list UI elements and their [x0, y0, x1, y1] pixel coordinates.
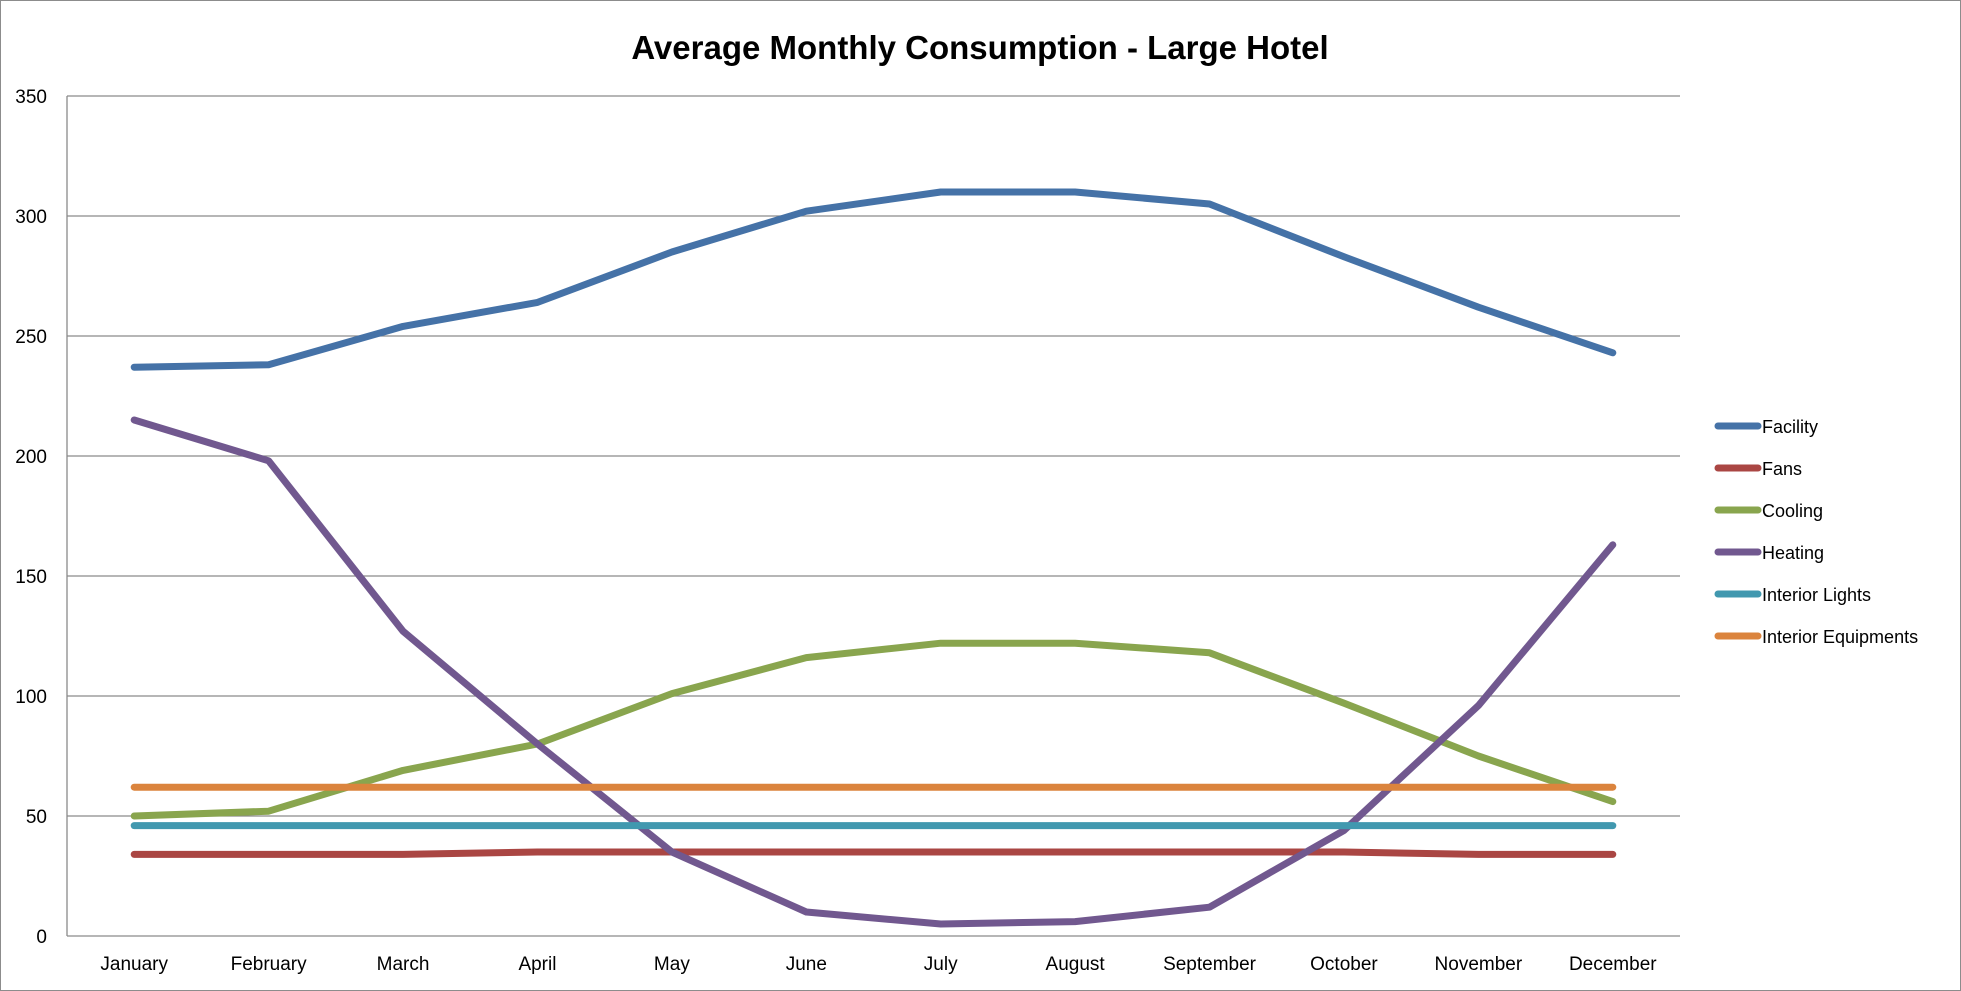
x-tick-label: December: [1569, 954, 1657, 975]
legend-label: Fans: [1762, 459, 1802, 479]
y-tick-label: 350: [15, 87, 47, 108]
legend-label: Heating: [1762, 543, 1824, 563]
y-tick-label: 200: [15, 447, 47, 468]
x-tick-label: October: [1310, 954, 1378, 975]
legend-label: Cooling: [1762, 501, 1823, 521]
x-tick-label: January: [100, 954, 168, 975]
y-tick-label: 250: [15, 327, 47, 348]
x-tick-label: July: [924, 954, 958, 975]
x-tick-label: November: [1435, 954, 1523, 975]
legend-label: Facility: [1762, 417, 1818, 437]
x-tick-label: February: [231, 954, 308, 975]
series-lines: [130, 188, 1617, 928]
x-tick-label: September: [1163, 954, 1257, 975]
x-tick-label: May: [654, 954, 690, 975]
series-line-facility: [130, 188, 1617, 371]
y-axis-ticks: 0 50 100 150 200 250 300 350: [15, 87, 47, 948]
x-tick-label: June: [786, 954, 827, 975]
y-tick-label: 300: [15, 207, 47, 228]
y-tick-label: 100: [15, 687, 47, 708]
y-tick-label: 50: [26, 807, 47, 828]
legend-label: Interior Equipments: [1762, 627, 1918, 647]
gridlines: [67, 95, 1680, 817]
x-tick-label: August: [1046, 954, 1106, 975]
series-line-heating: [130, 416, 1617, 928]
y-tick-label: 0: [36, 927, 47, 948]
y-tick-label: 150: [15, 567, 47, 588]
x-axis-ticks: January February March April May June July Augu…: [100, 954, 1657, 975]
axes: [66, 96, 1680, 937]
x-tick-label: March: [377, 954, 430, 975]
chart-title: Average Monthly Consumption - Large Hote…: [631, 29, 1328, 66]
series-line-cooling: [130, 639, 1617, 820]
x-tick-label: April: [518, 954, 556, 975]
legend: Facility Fans Cooling Heating Interior Light…: [1714, 417, 1918, 647]
legend-label: Interior Lights: [1762, 585, 1871, 605]
series-line-fans: [130, 848, 1617, 858]
